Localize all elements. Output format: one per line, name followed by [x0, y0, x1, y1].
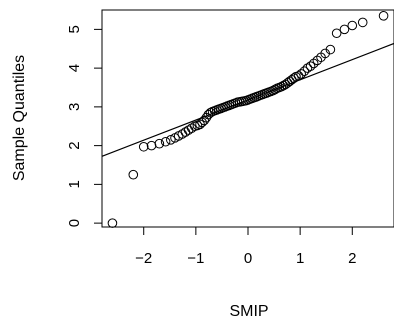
data-point: [154, 138, 165, 149]
data-point: [146, 140, 157, 151]
y-axis: 0 1 2 3 4 5: [66, 25, 103, 227]
y-tick-label: 3: [66, 103, 83, 111]
x-tick-label: 2: [348, 250, 356, 267]
data-point: [128, 169, 139, 180]
data-point: [138, 141, 149, 152]
data-point: [293, 71, 304, 81]
y-axis-title: Sample Quantiles: [11, 55, 28, 181]
y-tick-label: 5: [66, 25, 83, 33]
data-point: [160, 136, 171, 147]
data-point: [331, 28, 342, 39]
data-point: [183, 125, 194, 135]
plot-frame: [101, 9, 394, 228]
y-tick-label: 2: [66, 141, 83, 149]
data-point: [186, 123, 197, 133]
data-point: [312, 55, 323, 66]
y-tick-label: 4: [66, 64, 83, 72]
data-point: [378, 11, 389, 21]
y-tick-label: 0: [66, 219, 83, 227]
x-tick-label: −1: [187, 250, 204, 267]
data-point: [305, 61, 316, 71]
data-point: [308, 58, 319, 69]
x-tick-label: 0: [244, 250, 252, 267]
y-tick-label: 1: [66, 180, 83, 188]
data-point: [180, 127, 191, 137]
data-point: [339, 24, 350, 35]
data-point: [296, 69, 306, 79]
x-tick-label: 1: [296, 250, 304, 267]
data-points-layer: [107, 11, 389, 228]
data-point: [107, 218, 118, 228]
data-point: [325, 44, 336, 55]
x-axis: −2 −1 0 1 2: [135, 226, 356, 267]
data-point: [347, 20, 358, 31]
x-axis-title: SMIP: [229, 303, 268, 320]
data-point: [289, 73, 299, 83]
x-tick-label: −2: [135, 250, 152, 267]
data-point: [357, 17, 368, 28]
data-point: [302, 63, 313, 73]
data-point: [299, 66, 310, 77]
